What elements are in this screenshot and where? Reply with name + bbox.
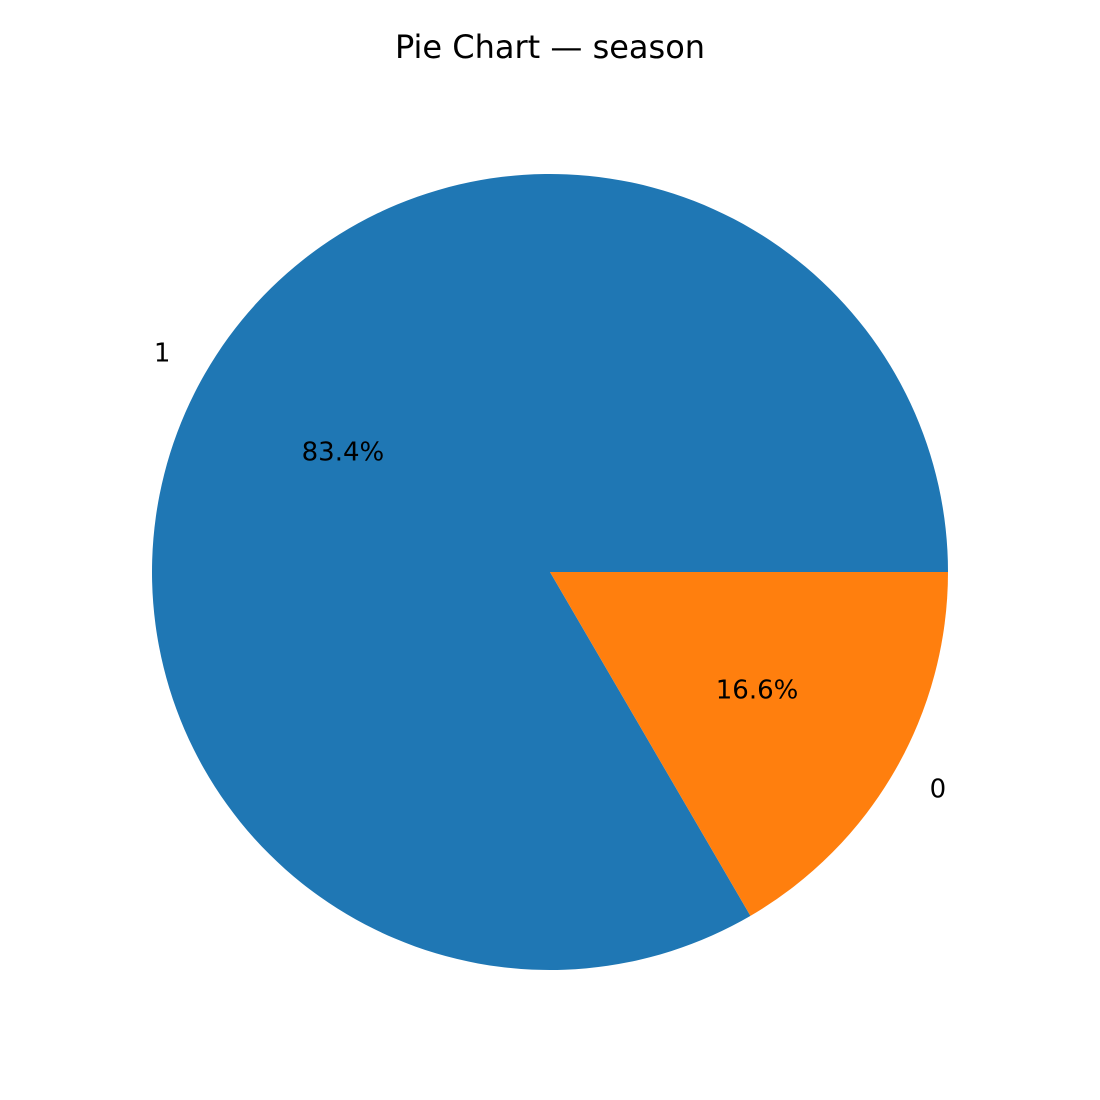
slice-label-1: 1	[154, 338, 171, 368]
pie-slices	[151, 173, 948, 971]
slice-label-0: 0	[930, 775, 947, 805]
percent-label-0: 16.6%	[716, 675, 799, 705]
percent-label-1: 83.4%	[302, 438, 385, 468]
pie-labels: 1 83.4% 0 16.6%	[154, 338, 946, 804]
pie-slice-0	[550, 572, 948, 916]
chart-title: Pie Chart — season	[395, 28, 705, 66]
